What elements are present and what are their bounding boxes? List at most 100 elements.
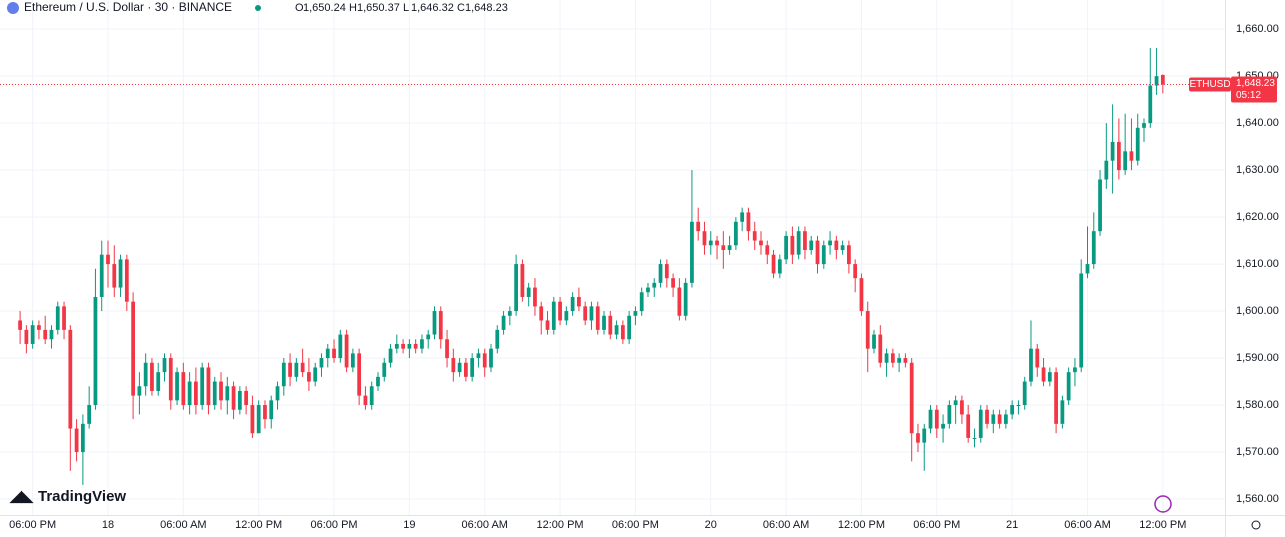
candle-body: [275, 386, 280, 401]
candle-body: [922, 428, 927, 443]
candle-body: [363, 395, 368, 406]
replay-icon[interactable]: [1154, 495, 1172, 513]
candle-body: [752, 231, 757, 241]
candle-body: [1029, 348, 1033, 382]
candle-body: [903, 358, 908, 363]
candle-body: [1022, 381, 1027, 406]
x-tick-label: 12:00 PM: [838, 519, 885, 531]
candle-body: [388, 348, 393, 363]
x-tick-label: 21: [1006, 519, 1018, 531]
x-tick-label: 06:00 PM: [612, 519, 659, 531]
y-tick-label: 1,610.00: [1236, 258, 1279, 270]
candle-body: [24, 329, 29, 344]
x-tick-label: 12:00 PM: [1139, 519, 1186, 531]
candle-body: [966, 414, 971, 438]
symbol-icon: [7, 2, 19, 14]
candle-body: [878, 334, 883, 363]
candle-body: [840, 245, 845, 250]
candle-body: [307, 372, 311, 382]
candle-body: [740, 212, 745, 222]
candle-body: [639, 292, 644, 312]
x-tick-label: 20: [705, 519, 717, 531]
candle-body: [664, 264, 669, 279]
candle-body: [1123, 151, 1128, 171]
candle-body: [501, 315, 506, 330]
candle-body: [953, 400, 958, 406]
axes: 1,560.00 1,570.00 1,580.00 1,590.00 1,600.00…: [9, 23, 1279, 531]
candle-body: [438, 311, 443, 340]
candle-body: [137, 386, 142, 396]
ohlc-label: C: [457, 2, 465, 14]
candle-body: [777, 259, 782, 274]
settings-icon[interactable]: [1251, 520, 1261, 530]
candle-body: [821, 245, 826, 265]
candle-body: [112, 264, 117, 288]
candle-body: [281, 362, 286, 387]
candle-body: [382, 362, 387, 377]
candle-body: [150, 362, 154, 391]
candle-body: [1148, 85, 1153, 124]
candle-body: [733, 221, 738, 246]
chart-title: Ethereum / U.S. Dollar · 30 · BINANCE: [24, 0, 232, 14]
y-tick-label: 1,630.00: [1236, 164, 1279, 176]
x-tick-label: 06:00 PM: [310, 519, 357, 531]
candle-body: [1041, 367, 1046, 382]
candle-body: [627, 315, 632, 340]
candle-body: [514, 264, 519, 312]
candle-body: [897, 358, 902, 363]
ohlc-value: 1,648.23: [465, 2, 508, 14]
candle-body: [175, 372, 179, 401]
candle-body: [43, 329, 48, 340]
candle-body: [237, 390, 242, 410]
candle-body: [432, 311, 437, 335]
candle-body: [1016, 405, 1021, 407]
candle-body: [696, 221, 701, 232]
brand: TradingView: [38, 488, 126, 505]
candle-body: [394, 343, 399, 349]
y-tick-label: 1,570.00: [1236, 446, 1279, 458]
x-tick-label: 06:00 AM: [763, 519, 809, 531]
candle-body: [168, 358, 173, 401]
candle-body: [231, 386, 236, 410]
candle-body: [796, 231, 801, 255]
x-tick-label: 06:00 AM: [461, 519, 507, 531]
candle-body: [338, 334, 343, 359]
x-tick-label: 18: [102, 519, 114, 531]
candle-body: [476, 353, 481, 359]
candle-body: [715, 240, 719, 246]
candle-body: [884, 353, 889, 363]
candle-body: [350, 353, 355, 368]
candle-body: [972, 437, 977, 439]
candle-body: [206, 367, 211, 406]
candle-body: [934, 409, 939, 429]
candle-body: [545, 320, 550, 330]
candle-body: [1047, 372, 1052, 382]
candle-body: [181, 372, 186, 406]
candle-body: [602, 315, 606, 330]
y-tick-label: 1,600.00: [1236, 305, 1279, 317]
candle-body: [834, 240, 839, 250]
x-tick-label: 12:00 PM: [537, 519, 584, 531]
y-tick-label: 1,580.00: [1236, 399, 1279, 411]
candle-body: [551, 301, 556, 330]
candle-body: [909, 362, 914, 434]
candle-body: [445, 339, 449, 359]
candle-body: [997, 414, 1002, 424]
candle-body: [771, 254, 776, 274]
candle-body: [124, 259, 129, 302]
candle-body: [759, 240, 763, 246]
candle-body: [219, 381, 223, 401]
candle-body: [652, 282, 657, 288]
candle-body: [702, 231, 707, 246]
candle-body: [589, 306, 594, 321]
candle-body: [985, 409, 989, 424]
candle-body: [1066, 372, 1071, 401]
candle-body: [80, 423, 85, 453]
candle-body: [683, 282, 688, 316]
candle-body: [55, 306, 60, 330]
candle-body: [131, 301, 135, 396]
candle-body: [1117, 141, 1121, 171]
candle-body: [978, 409, 983, 438]
candle-body: [859, 278, 864, 312]
